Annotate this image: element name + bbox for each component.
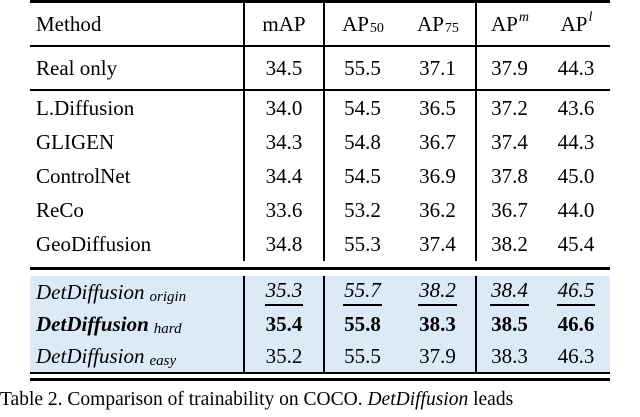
ap50-cell: 55.5 bbox=[344, 343, 381, 368]
map-cell: 35.3 bbox=[243, 276, 325, 308]
caption-method-name: DetDiffusion bbox=[367, 389, 469, 410]
apm-cell: 37.2 bbox=[475, 91, 542, 125]
header-bottom-rule bbox=[30, 45, 610, 47]
bottom-rule-upper bbox=[30, 372, 610, 374]
method-name: DetDiffusion bbox=[36, 311, 149, 336]
apl-cell: 44.3 bbox=[557, 129, 595, 154]
method-cell: DetDiffusion origin bbox=[30, 276, 243, 308]
apm-cell: 38.3 bbox=[475, 340, 542, 372]
value: 35.3 bbox=[264, 278, 304, 306]
apl-cell: 44.3 bbox=[557, 55, 595, 80]
ap75-cell: 37.9 bbox=[419, 343, 456, 368]
apl-cell: 43.6 bbox=[557, 95, 595, 120]
ap50-cell: 54.5 bbox=[344, 163, 381, 188]
spacer bbox=[30, 270, 610, 276]
apm-cell: 37.9 bbox=[475, 47, 542, 89]
ap50-cell: 53.2 bbox=[344, 197, 381, 222]
apl-cell: 46.6 bbox=[557, 311, 595, 336]
table-row-gligen: GLIGEN 34.3 54.8 36.7 37.4 44.3 bbox=[30, 125, 610, 159]
section-rule bbox=[30, 89, 610, 91]
apm-cell: 38.4 bbox=[475, 276, 542, 308]
map-cell: 33.6 bbox=[243, 193, 325, 227]
apl-cell: 44.0 bbox=[557, 197, 595, 222]
ap50-cell: 55.7 bbox=[325, 276, 400, 308]
header-map: mAP bbox=[243, 3, 325, 45]
value: 38.4 bbox=[490, 278, 529, 306]
ap75-cell: 37.4 bbox=[419, 231, 456, 256]
method-name: DetDiffusion bbox=[36, 343, 145, 368]
table-row-reco: ReCo 33.6 53.2 36.2 36.7 44.0 bbox=[30, 193, 610, 227]
table-row-ldiffusion: L.Diffusion 34.0 54.5 36.5 37.2 43.6 bbox=[30, 91, 610, 125]
map-cell: 34.8 bbox=[243, 227, 325, 261]
header-apm: AP m bbox=[475, 3, 542, 45]
ap75-cell: 36.9 bbox=[419, 163, 456, 188]
method-cell: L.Diffusion bbox=[36, 95, 135, 120]
table-top-rule bbox=[30, 0, 610, 3]
results-table: Method mAP AP 50 AP 75 AP m AP l Real only 3… bbox=[30, 0, 610, 381]
ours-top-rule bbox=[30, 267, 610, 270]
ap50-cell: 54.8 bbox=[344, 129, 381, 154]
map-cell: 35.2 bbox=[243, 340, 325, 372]
ap75-cell: 38.2 bbox=[400, 276, 475, 308]
table-row-detdiffusion-easy: DetDiffusion easy 35.2 55.5 37.9 38.3 46.… bbox=[30, 340, 610, 372]
method-cell: DetDiffusion hard bbox=[30, 308, 243, 340]
apm-cell: 38.5 bbox=[475, 308, 542, 340]
apl-cell: 46.3 bbox=[557, 343, 595, 368]
method-subscript: easy bbox=[149, 352, 177, 369]
apm-cell: 36.7 bbox=[475, 193, 542, 227]
apl-cell: 46.5 bbox=[542, 276, 610, 308]
table-row-detdiffusion-hard: DetDiffusion hard 35.4 55.8 38.3 38.5 46.… bbox=[30, 308, 610, 340]
apl-cell: 45.4 bbox=[557, 231, 595, 256]
method-cell: GLIGEN bbox=[36, 129, 115, 154]
value: 46.5 bbox=[556, 278, 596, 306]
table-caption: Table 2. Comparison of trainability on C… bbox=[0, 387, 640, 413]
header-ap75-base: AP bbox=[417, 11, 444, 36]
map-cell: 34.3 bbox=[243, 125, 325, 159]
header-method: Method bbox=[36, 11, 102, 36]
ap50-cell: 55.8 bbox=[344, 311, 381, 336]
apm-cell: 37.4 bbox=[475, 125, 542, 159]
caption-prefix: Table 2. Comparison of trainability on C… bbox=[0, 389, 368, 410]
apm-cell: 37.8 bbox=[475, 159, 542, 193]
map-cell: 34.4 bbox=[243, 159, 325, 193]
method-cell: ControlNet bbox=[36, 163, 131, 188]
header-ap75: AP 75 bbox=[417, 11, 459, 36]
method-cell: GeoDiffusion bbox=[36, 231, 152, 256]
header-ap50-base: AP bbox=[342, 11, 369, 36]
method-subscript: origin bbox=[149, 288, 187, 305]
map-cell: 35.4 bbox=[243, 308, 325, 340]
ap75-cell: 36.7 bbox=[419, 129, 456, 154]
apl-cell: 45.0 bbox=[557, 163, 595, 188]
ap50-cell: 54.5 bbox=[344, 95, 381, 120]
method-cell: ReCo bbox=[36, 197, 84, 222]
header-apl: AP l bbox=[560, 10, 593, 36]
table-row-controlnet: ControlNet 34.4 54.5 36.9 37.8 45.0 bbox=[30, 159, 610, 193]
apm-cell: 38.2 bbox=[475, 227, 542, 261]
caption-suffix: leads bbox=[468, 389, 514, 410]
map-cell: 34.0 bbox=[243, 91, 325, 125]
method-subscript: hard bbox=[153, 320, 182, 337]
map-cell: 34.5 bbox=[243, 47, 325, 89]
ap50-cell: 55.5 bbox=[344, 55, 381, 80]
bottom-rule-lower bbox=[30, 378, 610, 381]
value: 38.2 bbox=[418, 278, 457, 306]
method-cell: DetDiffusion easy bbox=[30, 340, 243, 372]
ap75-cell: 36.2 bbox=[419, 197, 456, 222]
table-row-real-only: Real only 34.5 55.5 37.1 37.9 44.3 bbox=[30, 47, 610, 89]
method-cell: Real only bbox=[36, 55, 118, 80]
ap75-cell: 36.5 bbox=[419, 95, 456, 120]
table-header-row: Method mAP AP 50 AP 75 AP m AP l bbox=[30, 3, 610, 45]
table-row-detdiffusion-origin: DetDiffusion origin 35.3 55.7 38.2 38.4 4… bbox=[30, 276, 610, 308]
header-apm-base: AP bbox=[491, 11, 518, 36]
ap75-cell: 38.3 bbox=[419, 311, 456, 336]
ap50-cell: 55.3 bbox=[344, 231, 381, 256]
value: 55.7 bbox=[343, 278, 382, 306]
ap75-cell: 37.1 bbox=[419, 55, 456, 80]
spacer bbox=[30, 374, 610, 378]
method-name: DetDiffusion bbox=[36, 279, 145, 304]
table-row-geodiffusion: GeoDiffusion 34.8 55.3 37.4 38.2 45.4 bbox=[30, 227, 610, 261]
header-apl-base: AP bbox=[560, 11, 588, 36]
header-ap50: AP 50 bbox=[342, 11, 384, 36]
